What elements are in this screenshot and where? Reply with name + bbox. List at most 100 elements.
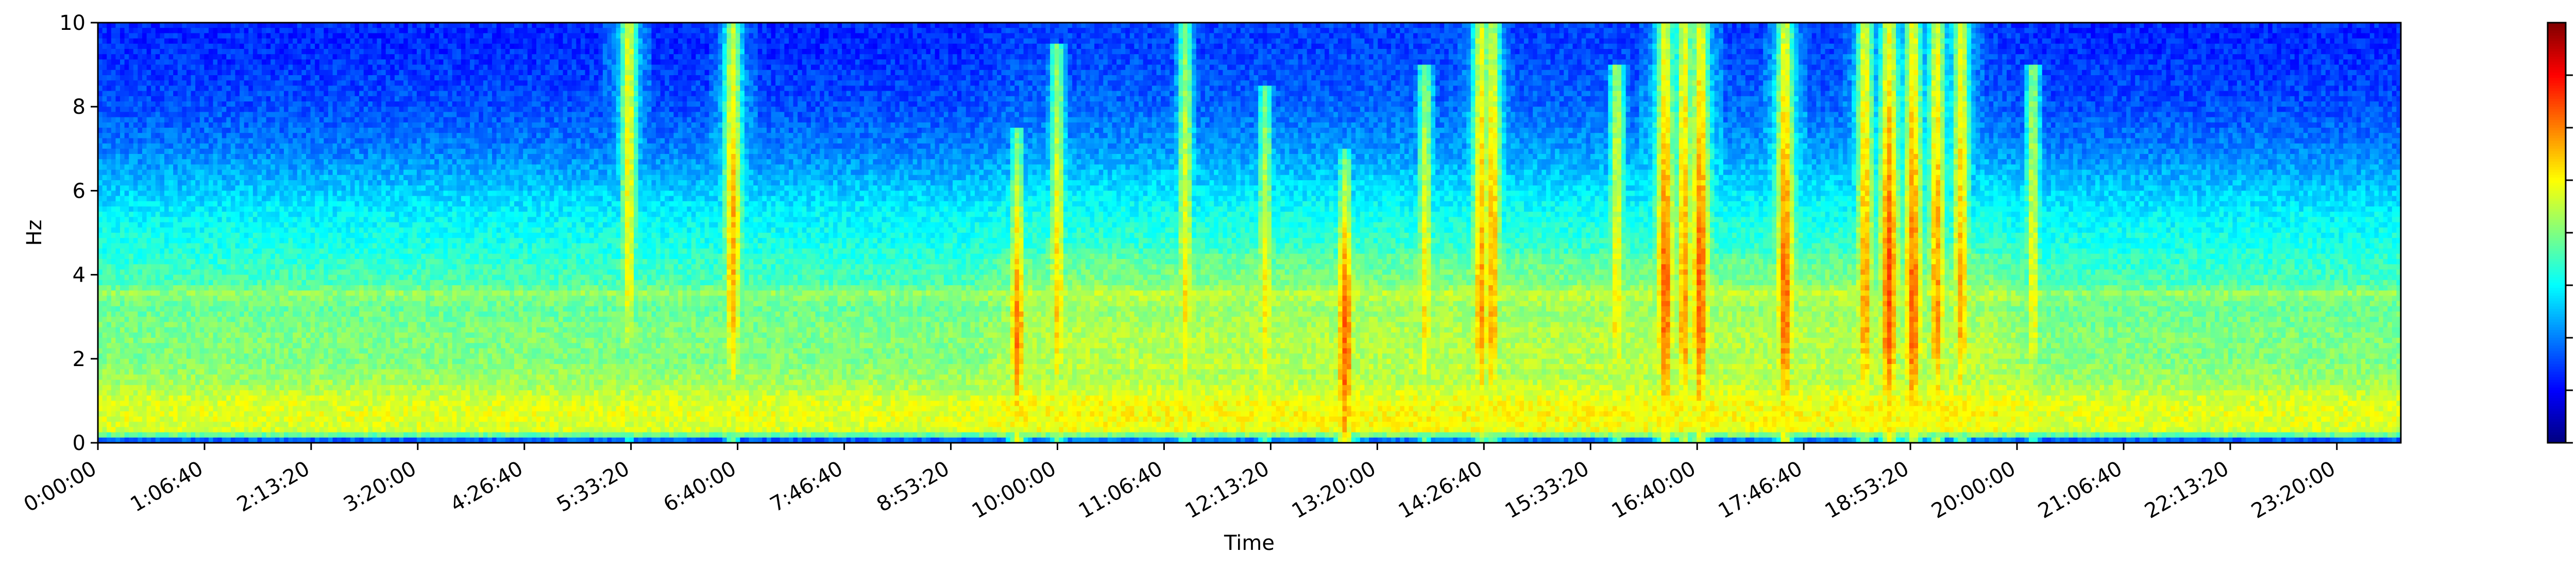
heatmap-cell (257, 317, 262, 322)
heatmap-cell (293, 80, 298, 86)
heatmap-cell (124, 248, 129, 254)
heatmap-cell (297, 332, 302, 338)
heatmap-cell (155, 432, 160, 438)
heatmap-cell (146, 243, 151, 249)
heatmap-cell (191, 306, 196, 312)
heatmap-cell (319, 28, 325, 33)
heatmap-cell (111, 159, 116, 165)
heatmap-cell (164, 280, 170, 286)
heatmap-cell (324, 70, 329, 76)
heatmap-cell (98, 28, 103, 33)
heatmap-cell (284, 117, 289, 123)
heatmap-cell (324, 49, 329, 55)
heatmap-cell (208, 91, 214, 97)
heatmap-cell (297, 437, 302, 443)
heatmap-cell (288, 196, 293, 202)
heatmap-cell (138, 264, 143, 270)
heatmap-cell (129, 201, 134, 207)
heatmap-cell (252, 33, 258, 39)
heatmap-cell (173, 212, 178, 217)
heatmap-cell (350, 280, 355, 286)
heatmap-cell (177, 422, 182, 427)
heatmap-cell (222, 38, 227, 44)
heatmap-cell (168, 23, 174, 28)
heatmap-cell (217, 243, 223, 249)
heatmap-cell (240, 233, 245, 238)
heatmap-cell (262, 379, 267, 386)
heatmap-cell (288, 128, 293, 133)
heatmap-cell (279, 343, 284, 349)
heatmap-cell (217, 23, 223, 28)
heatmap-cell (248, 411, 253, 417)
heatmap-cell (173, 411, 178, 417)
heatmap-cell (107, 112, 112, 118)
heatmap-cell (129, 280, 134, 286)
heatmap-cell (177, 164, 182, 170)
heatmap-cell (359, 417, 364, 422)
heatmap-cell (354, 327, 360, 333)
heatmap-cell (204, 169, 209, 176)
heatmap-cell (324, 385, 329, 391)
heatmap-cell (363, 85, 368, 92)
heatmap-cell (279, 312, 284, 317)
heatmap-cell (102, 222, 107, 228)
heatmap-cell (297, 54, 302, 60)
heatmap-cell (337, 133, 342, 139)
heatmap-cell (142, 395, 147, 401)
heatmap-cell (350, 411, 355, 417)
heatmap-cell (368, 437, 373, 443)
heatmap-cell (359, 248, 364, 254)
heatmap-cell (368, 49, 373, 55)
heatmap-cell (332, 122, 337, 128)
heatmap-cell (226, 306, 231, 312)
heatmap-cell (146, 227, 151, 233)
heatmap-cell (306, 201, 311, 207)
heatmap-cell (217, 233, 223, 238)
heatmap-cell (346, 301, 351, 307)
heatmap-cell (244, 369, 249, 375)
heatmap-cell (191, 327, 196, 333)
heatmap-cell (168, 253, 174, 259)
heatmap-cell (332, 107, 337, 112)
heatmap-cell (120, 238, 125, 244)
heatmap-cell (262, 128, 267, 133)
heatmap-cell (195, 38, 200, 44)
heatmap-cell (107, 290, 112, 296)
heatmap-cell (297, 296, 302, 302)
heatmap-cell (315, 338, 320, 343)
heatmap-cell (98, 348, 103, 354)
heatmap-cell (230, 54, 236, 60)
heatmap-cell (350, 38, 355, 44)
heatmap-cell (133, 253, 138, 259)
heatmap-cell (186, 327, 192, 333)
heatmap-cell (363, 169, 368, 176)
heatmap-cell (310, 317, 315, 322)
heatmap-cell (230, 243, 236, 249)
heatmap-cell (372, 128, 378, 133)
heatmap-cell (332, 385, 337, 391)
heatmap-cell (252, 364, 258, 370)
heatmap-cell (244, 148, 249, 154)
heatmap-cell (151, 117, 156, 123)
heatmap-cell (151, 75, 156, 81)
heatmap-cell (138, 23, 143, 28)
heatmap-cell (350, 417, 355, 422)
heatmap-cell (275, 385, 280, 391)
heatmap-cell (107, 285, 112, 291)
heatmap-cell (160, 364, 165, 370)
heatmap-cell (337, 280, 342, 286)
heatmap-cell (284, 379, 289, 386)
heatmap-cell (248, 269, 253, 275)
heatmap-cell (279, 301, 284, 307)
heatmap-cell (199, 107, 205, 112)
heatmap-cell (164, 306, 170, 312)
heatmap-cell (257, 285, 262, 291)
heatmap-cell (226, 227, 231, 233)
heatmap-cell (133, 312, 138, 317)
heatmap-cell (111, 280, 116, 286)
heatmap-cell (284, 91, 289, 97)
heatmap-cell (359, 274, 364, 281)
heatmap-cell (372, 148, 378, 154)
heatmap-cell (124, 201, 129, 207)
heatmap-cell (155, 306, 160, 312)
